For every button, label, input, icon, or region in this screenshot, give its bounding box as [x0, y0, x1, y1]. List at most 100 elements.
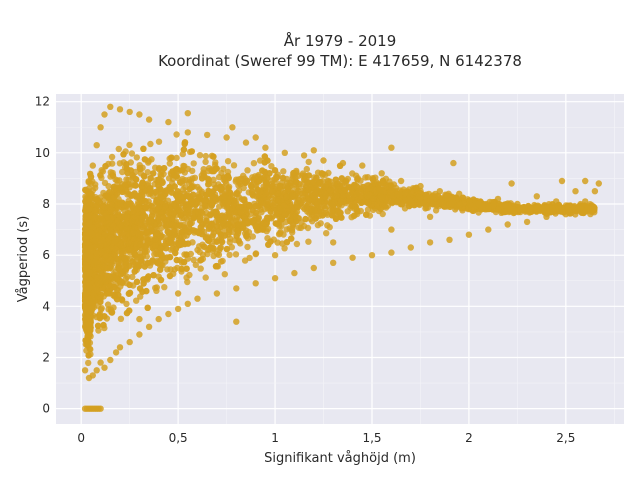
- data-point: [202, 274, 209, 281]
- data-point: [202, 158, 209, 165]
- data-point: [98, 305, 105, 312]
- data-point: [163, 254, 171, 261]
- data-point: [263, 180, 270, 187]
- data-point: [141, 156, 149, 163]
- data-point: [369, 176, 377, 183]
- data-point: [293, 240, 301, 248]
- data-point: [101, 231, 108, 239]
- data-point: [575, 205, 582, 212]
- data-point: [126, 281, 133, 289]
- data-point: [111, 251, 119, 259]
- data-point: [287, 218, 294, 225]
- data-point: [135, 262, 142, 269]
- data-point: [235, 182, 242, 189]
- data-point: [284, 185, 292, 193]
- data-point: [124, 273, 131, 281]
- data-point: [228, 244, 235, 251]
- data-point: [110, 304, 117, 311]
- data-point: [261, 159, 268, 166]
- data-point: [178, 265, 185, 273]
- data-point: [82, 225, 89, 233]
- data-point: [180, 146, 188, 153]
- data-point: [197, 256, 205, 264]
- data-point: [133, 297, 140, 304]
- data-point: [182, 210, 190, 217]
- data-point: [273, 174, 281, 181]
- data-point: [120, 250, 127, 257]
- data-point: [173, 165, 180, 173]
- data-point: [232, 251, 240, 258]
- data-point: [349, 170, 356, 177]
- data-point: [344, 175, 351, 183]
- data-point: [371, 186, 378, 193]
- data-point: [212, 196, 220, 203]
- data-point: [137, 293, 144, 300]
- data-point: [220, 165, 227, 172]
- data-point: [128, 150, 136, 157]
- data-point: [235, 187, 243, 194]
- data-point: [226, 214, 234, 221]
- data-point: [86, 270, 93, 277]
- data-point: [263, 201, 270, 208]
- data-point: [221, 271, 228, 278]
- data-point: [441, 203, 448, 210]
- data-point: [189, 191, 197, 198]
- data-point: [155, 164, 163, 172]
- data-point: [196, 194, 203, 201]
- data-point: [96, 294, 104, 301]
- data-point: [148, 156, 155, 163]
- data-point: [155, 138, 163, 145]
- data-point: [114, 217, 121, 225]
- data-point: [183, 265, 190, 272]
- data-point: [162, 203, 169, 210]
- data-point: [145, 180, 152, 187]
- data-point: [325, 169, 332, 177]
- data-point: [99, 236, 107, 244]
- data-point: [365, 186, 372, 193]
- data-point: [125, 290, 133, 297]
- data-point: [113, 275, 120, 282]
- data-point: [86, 212, 94, 219]
- data-point: [113, 177, 121, 184]
- data-point: [95, 327, 102, 334]
- data-point: [150, 170, 157, 177]
- data-point: [191, 174, 199, 181]
- data-point: [97, 172, 104, 179]
- data-point: [339, 192, 347, 199]
- data-point: [309, 179, 316, 186]
- data-point: [387, 188, 394, 196]
- data-point: [218, 194, 226, 201]
- data-point: [305, 172, 313, 179]
- data-point: [300, 204, 307, 211]
- data-point: [322, 183, 329, 191]
- data-point: [423, 191, 430, 198]
- data-point: [352, 202, 359, 209]
- data-point: [200, 166, 207, 173]
- data-point: [142, 204, 150, 211]
- data-point: [157, 252, 165, 259]
- data-point: [193, 228, 200, 235]
- data-point: [177, 179, 184, 186]
- data-point: [273, 220, 280, 227]
- data-point: [185, 229, 192, 236]
- data-point: [283, 226, 290, 233]
- data-point: [200, 243, 208, 250]
- data-point: [210, 252, 217, 260]
- data-point: [87, 173, 95, 180]
- data-point: [110, 186, 118, 193]
- data-point: [157, 245, 165, 252]
- data-point: [150, 272, 157, 279]
- data-point: [198, 175, 206, 182]
- data-point: [188, 148, 195, 155]
- data-point: [202, 152, 209, 160]
- data-point: [287, 179, 294, 186]
- data-point: [263, 189, 270, 197]
- data-point: [316, 179, 323, 186]
- data-point: [261, 168, 269, 176]
- data-point: [123, 188, 130, 195]
- data-point: [98, 167, 105, 174]
- data-point: [161, 284, 168, 291]
- data-point: [132, 182, 139, 189]
- data-point: [213, 223, 220, 230]
